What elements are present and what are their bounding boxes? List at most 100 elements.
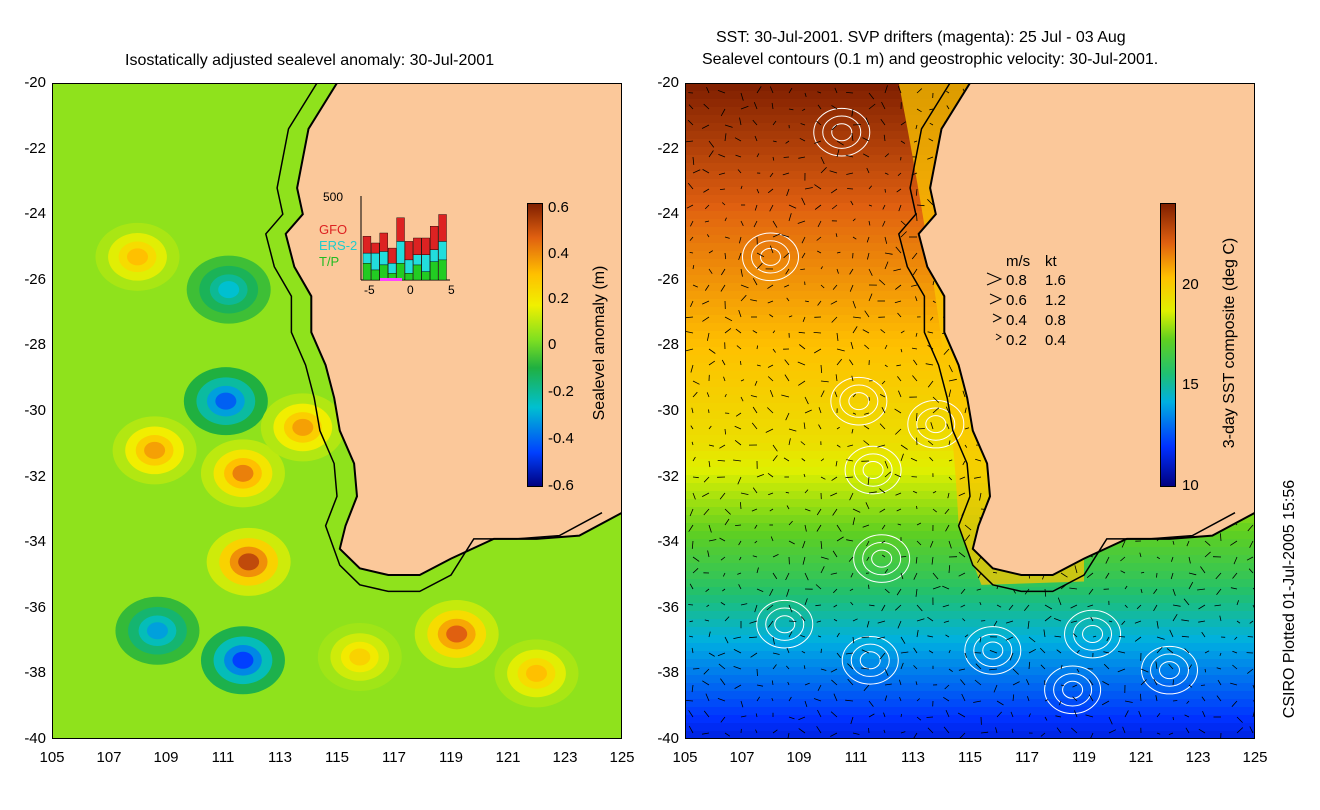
velocity-vector-1220 (1198, 620, 1206, 623)
velocity-vector-1413 (830, 711, 838, 718)
velocity-vector-1355 (1060, 684, 1065, 687)
velocity-vector-442 (849, 284, 854, 292)
velocity-vector-540 (685, 331, 694, 334)
velocity-vector-1166 (916, 604, 923, 612)
velocity-vector-1218 (1172, 613, 1178, 622)
sl-contour-8-1 (839, 384, 879, 418)
velocity-vector-1129 (896, 588, 902, 596)
sla-feature-3-ring-3 (144, 441, 166, 459)
velocity-vector-1397 (1155, 695, 1158, 702)
velocity-vector-1260 (691, 647, 694, 654)
velocity-vector-1228 (749, 636, 758, 639)
sst-band-544 (685, 627, 1255, 636)
velocity-vector-1338 (787, 681, 790, 686)
velocity-vector-1286 (1103, 651, 1110, 654)
sst-colorbar (1160, 203, 1176, 487)
velocity-vector-730 (852, 412, 857, 415)
velocity-vector-9 (834, 87, 838, 94)
left-ytick-5: -30 (24, 402, 46, 419)
velocity-vector-1125 (833, 588, 838, 594)
velocity-vector-951 (932, 508, 937, 513)
velocity-vector-554 (915, 332, 918, 337)
velocity-key-arrows (986, 272, 1003, 341)
velocity-vector-81 (831, 124, 838, 131)
velocity-vector-1292 (1204, 650, 1210, 654)
velocity-vector-182 (718, 172, 726, 175)
velocity-vector-1200 (877, 620, 886, 624)
sst-band-504 (685, 587, 1255, 596)
velocity-vector-1237 (900, 636, 906, 644)
velocity-vector-146 (718, 154, 726, 158)
right-ytick-0: -20 (657, 74, 679, 91)
velocity-vector-1240 (945, 634, 950, 638)
velocity-vector-1253 (1156, 636, 1165, 640)
velocity-vector-875 (867, 476, 870, 485)
sl-contour-3-1 (850, 643, 890, 677)
velocity-vector-191 (866, 167, 870, 174)
velocity-vector-1325 (1155, 661, 1158, 670)
velocity-vector-397 (708, 268, 713, 274)
left-ytick-4: -28 (24, 336, 46, 354)
sl-cb-tick-6: -0.6 (548, 477, 574, 494)
velocity-vector-6 (788, 87, 793, 94)
sst-band-480 (685, 563, 1255, 572)
velocity-vector-805 (900, 444, 908, 450)
velocity-vector-506 (724, 316, 733, 322)
velocity-vector-111 (734, 137, 742, 142)
velocity-vector-1296 (692, 668, 700, 670)
velocity-vector-1244 (1005, 636, 1014, 641)
velocity-vector-1417 (900, 713, 902, 718)
velocity-vector-553 (900, 330, 905, 334)
velocity-vector-943 (804, 508, 811, 512)
velocity-vector-1233 (836, 632, 840, 638)
velocity-vector-654 (784, 374, 790, 382)
velocity-vector-760 (751, 422, 758, 430)
sl-cb-tick-0: 0.6 (548, 199, 569, 216)
sl-contour-11-0 (1044, 665, 1102, 715)
velocity-vector-1078 (1233, 556, 1238, 565)
velocity-vector-290 (724, 217, 727, 222)
velocity-vector-48 (881, 101, 886, 110)
velocity-vector-1182 (1172, 604, 1181, 607)
velocity-vector-1073 (1156, 556, 1161, 560)
sst-cb-tick-10: 10 (1182, 477, 1199, 494)
velocity-vector-1400 (1201, 696, 1206, 702)
sla-feature-4-ring-3 (232, 464, 254, 482)
velocity-vector-768 (879, 423, 886, 430)
velocity-vector-1180 (1136, 604, 1142, 610)
velocity-vector-369 (836, 251, 841, 254)
velocity-vector-1234 (852, 636, 855, 644)
velocity-vector-1079 (1246, 556, 1254, 561)
velocity-vector-1198 (852, 618, 858, 622)
velocity-vector-1148 (1197, 588, 1206, 591)
velocity-vector-1105 (1086, 572, 1094, 579)
velocity-vector-478 (852, 300, 856, 309)
velocity-vector-479 (868, 293, 873, 302)
sla-feature-9-ring-3 (446, 625, 468, 643)
velocity-vector-1429 (1085, 714, 1094, 718)
velocity-vector-1386 (973, 700, 982, 703)
velocity-vector-1272 (879, 652, 886, 660)
velocity-key-ms-1: 0.6 (1006, 292, 1027, 309)
velocity-vector-652 (754, 380, 758, 386)
sl-contour-5-0 (1141, 645, 1198, 695)
velocity-vector-872 (820, 476, 826, 480)
velocity-vector-1277 (964, 652, 967, 658)
inset-bar-ERS-2-4 (396, 241, 405, 264)
velocity-vector-1431 (1124, 710, 1129, 718)
velocity-vector-696 (880, 394, 886, 398)
velocity-vector-113 (772, 140, 777, 143)
velocity-vector-440 (820, 284, 825, 289)
velocity-vector-1128 (884, 588, 890, 594)
velocity-vector-1459 (995, 727, 998, 734)
velocity-vector-1190 (724, 616, 730, 622)
velocity-vector-221 (767, 188, 774, 194)
velocity-vector-984 (881, 524, 886, 530)
velocity-vector-1184 (1198, 604, 1206, 610)
inset-window-marker (380, 278, 402, 281)
velocity-vector-625 (896, 364, 902, 367)
velocity-vector-1364 (1200, 684, 1206, 686)
inset-bar-GFO-3 (388, 247, 397, 264)
velocity-vector-1016 (820, 540, 823, 549)
velocity-vector-900 (692, 492, 696, 500)
